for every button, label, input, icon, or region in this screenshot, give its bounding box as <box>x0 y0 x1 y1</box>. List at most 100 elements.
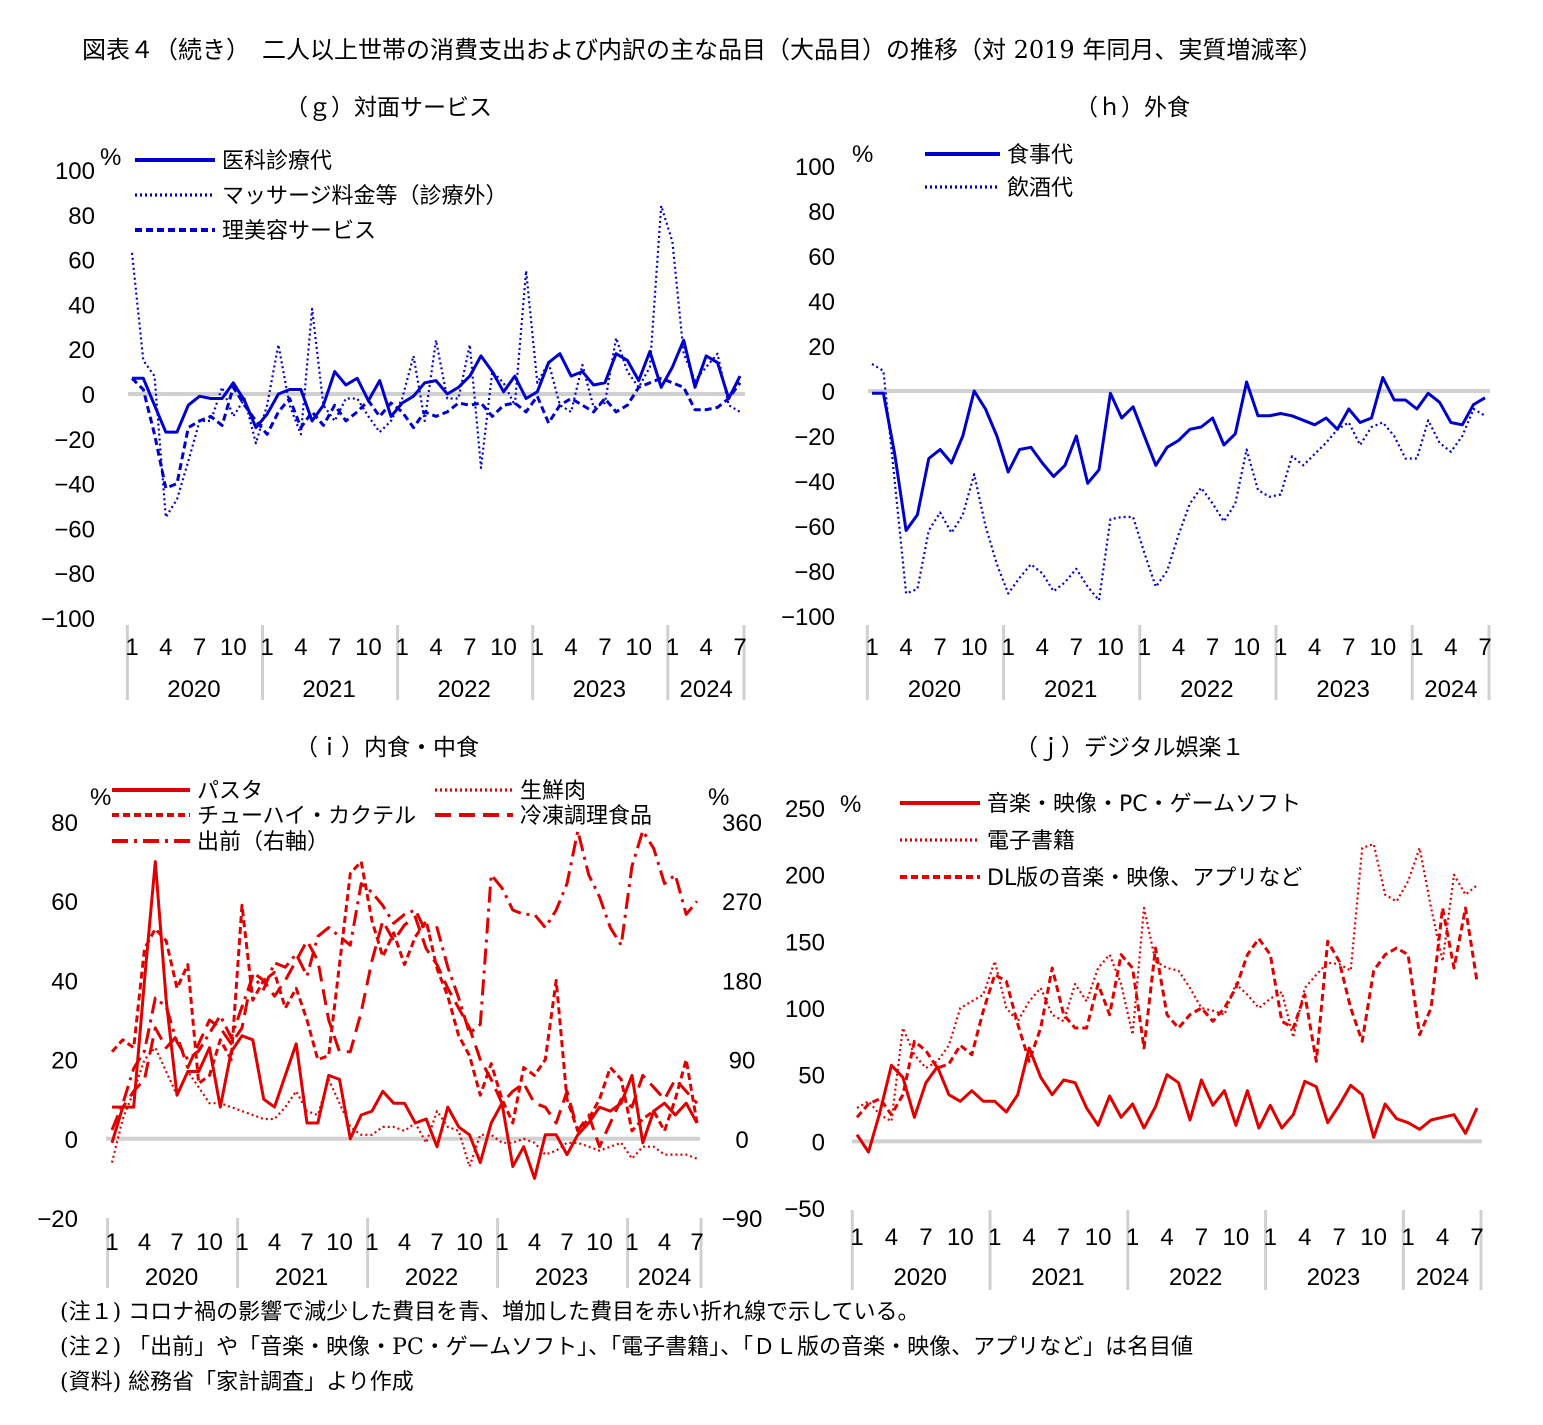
y-tick-label: 150 <box>785 929 825 956</box>
x-year-label: 2023 <box>573 676 626 703</box>
y-tick-label: 0 <box>65 1127 78 1154</box>
legend-label: 生鮮肉 <box>520 779 586 804</box>
y-tick-label: 250 <box>785 796 825 823</box>
x-month-label: 1 <box>1002 634 1015 661</box>
chart-g-title: （ｇ）対面サービス <box>285 95 492 121</box>
x-month-label: 1 <box>365 1229 378 1256</box>
x-year-label: 2021 <box>1044 676 1097 703</box>
x-year-label: 2020 <box>167 676 220 703</box>
y-unit-label: % <box>852 141 873 168</box>
x-month-label: 7 <box>1470 1224 1483 1251</box>
legend-label: パスタ <box>197 779 263 804</box>
x-month-label: 1 <box>1274 634 1287 661</box>
series-line <box>856 842 1478 1123</box>
x-month-label: 1 <box>235 1229 248 1256</box>
x-month-label: 7 <box>560 1229 573 1256</box>
x-month-label: 7 <box>1070 634 1083 661</box>
x-month-label: 4 <box>398 1229 411 1256</box>
legend-label: 理美容サービス <box>222 219 376 244</box>
x-month-label: 1 <box>1410 634 1423 661</box>
x-month-label: 4 <box>658 1229 671 1256</box>
x-month-label: 10 <box>456 1229 483 1256</box>
x-month-label: 4 <box>1444 634 1457 661</box>
x-year-label: 2023 <box>1307 1264 1360 1291</box>
x-year-label: 2021 <box>275 1264 328 1291</box>
y-tick-label: 20 <box>808 334 835 361</box>
x-month-label: 4 <box>528 1229 541 1256</box>
x-year-label: 2024 <box>1424 676 1477 703</box>
y-tick-label: −40 <box>54 472 95 499</box>
y-unit-label: % <box>840 791 861 818</box>
y-tick-label: 20 <box>68 337 95 364</box>
legend-label: 飲酒代 <box>1007 176 1073 201</box>
x-month-label: 7 <box>1206 634 1219 661</box>
x-month-label: 7 <box>463 634 476 661</box>
x-month-label: 1 <box>1264 1224 1277 1251</box>
note-1: (注１) コロナ禍の影響で減少した費目を青、増加した費目を赤い折れ線で示している… <box>60 1300 920 1325</box>
x-month-label: 7 <box>933 634 946 661</box>
y2-unit-label: % <box>708 784 729 811</box>
x-month-label: 7 <box>919 1224 932 1251</box>
y-unit-label: % <box>90 784 111 811</box>
chart-h-title: （ｈ）外食 <box>1075 95 1190 121</box>
x-month-label: 7 <box>170 1229 183 1256</box>
x-month-label: 4 <box>429 634 442 661</box>
x-month-label: 1 <box>495 1229 508 1256</box>
y-tick-label: −20 <box>54 427 95 454</box>
y-tick-label: 100 <box>55 158 95 185</box>
x-month-label: 10 <box>961 634 988 661</box>
x-year-label: 2020 <box>145 1264 198 1291</box>
x-month-label: 7 <box>690 1229 703 1256</box>
x-month-label: 1 <box>1138 634 1151 661</box>
y-tick-label: 50 <box>798 1063 825 1090</box>
x-year-label: 2024 <box>1416 1264 1469 1291</box>
legend-label: チューハイ・カクテル <box>197 804 416 829</box>
x-month-label: 1 <box>988 1224 1001 1251</box>
x-month-label: 10 <box>355 634 382 661</box>
chart-g: 100 80 60 40 20 0 −20 −40 −60 −80 −100% 2020 2021 202… <box>41 144 747 703</box>
x-year-label: 2022 <box>1180 676 1233 703</box>
x-month-label: 4 <box>268 1229 281 1256</box>
y-tick-label: 80 <box>808 199 835 226</box>
x-month-label: 4 <box>1298 1224 1311 1251</box>
series-line <box>110 860 699 1180</box>
y-tick-label: −60 <box>794 514 835 541</box>
y-tick-label: 60 <box>808 244 835 271</box>
series-line <box>132 338 742 434</box>
x-month-label: 4 <box>1436 1224 1449 1251</box>
x-month-label: 10 <box>947 1224 974 1251</box>
x-month-label: 7 <box>328 634 341 661</box>
x-month-label: 1 <box>666 634 679 661</box>
y-unit-label: % <box>100 144 121 171</box>
x-month-label: 7 <box>598 634 611 661</box>
x-month-label: 10 <box>1223 1224 1250 1251</box>
x-month-label: 10 <box>220 634 247 661</box>
y-tick-label: 60 <box>68 248 95 275</box>
series-line <box>855 1046 1479 1154</box>
x-month-label: 4 <box>1172 634 1185 661</box>
y-tick-label: 40 <box>51 968 78 995</box>
y-tick-label: 40 <box>68 292 95 319</box>
series-line <box>110 1046 698 1168</box>
x-year-label: 2023 <box>1316 676 1369 703</box>
series-line <box>872 376 1486 532</box>
legend-label: DL版の音楽・映像、アプリなど <box>987 866 1302 891</box>
series-line <box>110 860 699 1133</box>
x-month-label: 4 <box>700 634 713 661</box>
notes: (注１) コロナ禍の影響で減少した費目を青、増加した費目を赤い折れ線で示している… <box>60 1295 1193 1400</box>
x-month-label: 10 <box>1085 1224 1112 1251</box>
x-month-label: 4 <box>159 634 172 661</box>
x-month-label: 7 <box>1478 634 1491 661</box>
x-month-label: 4 <box>1308 634 1321 661</box>
series-line <box>112 915 699 1149</box>
y-tick-label: −80 <box>794 559 835 586</box>
x-month-label: 7 <box>733 634 746 661</box>
y2-tick-label: 0 <box>735 1127 748 1154</box>
x-month-label: 1 <box>1401 1224 1414 1251</box>
x-month-label: 7 <box>300 1229 313 1256</box>
x-month-label: 4 <box>138 1229 151 1256</box>
x-year-label: 2024 <box>680 676 733 703</box>
